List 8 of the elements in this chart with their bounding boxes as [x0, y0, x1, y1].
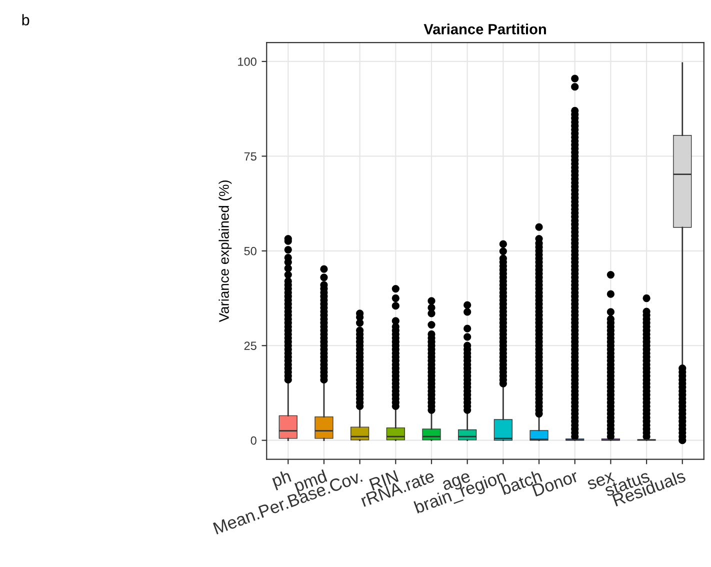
y-axis-title: Variance explained (%): [218, 180, 232, 322]
y-tick-label: 50: [244, 246, 256, 256]
y-tick-label: 0: [250, 436, 256, 445]
y-tick-label: 25: [244, 342, 256, 350]
chart-title: Variance Partition: [424, 24, 546, 34]
y-tick-label: 100: [238, 58, 256, 66]
text: b: [22, 14, 30, 26]
y-tick-label: 75: [244, 152, 256, 161]
